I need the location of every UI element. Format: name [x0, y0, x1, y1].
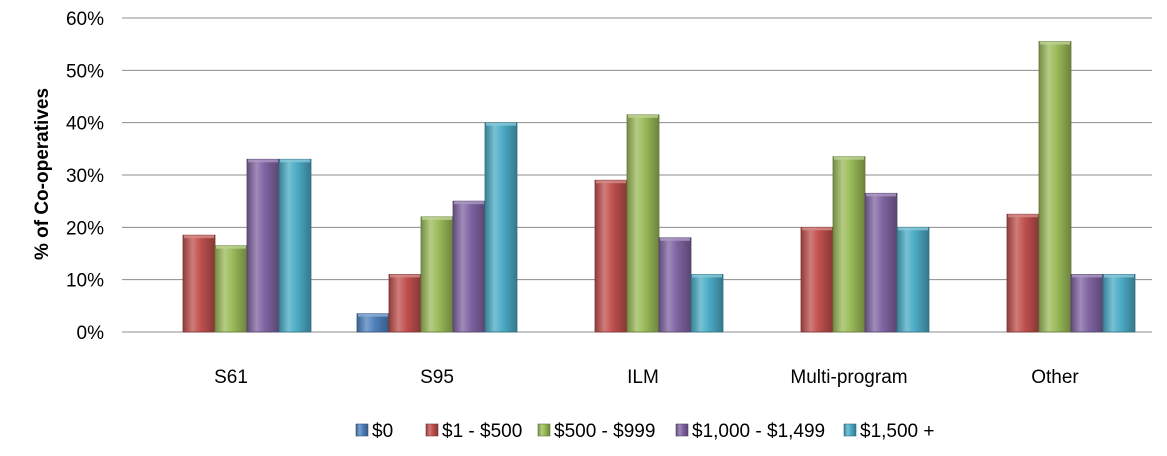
legend-label: $1 - $500 — [442, 421, 522, 442]
bar — [1038, 41, 1072, 333]
x-tick-label: S61 — [214, 367, 248, 388]
x-tick-label: Other — [1031, 367, 1079, 388]
bar — [658, 237, 692, 333]
bar — [690, 274, 724, 333]
legend-swatch — [675, 423, 689, 437]
y-tick-label: 30% — [66, 166, 104, 187]
legend-swatch — [425, 423, 439, 437]
legend-label: $1,500 + — [860, 421, 935, 442]
legend-item: $1 - $500 — [425, 421, 522, 442]
x-tick-label: Multi-program — [790, 367, 907, 388]
bar — [864, 192, 898, 333]
bar — [1070, 274, 1104, 333]
legend-item: $1,500 + — [843, 421, 935, 442]
legend-swatch — [355, 423, 369, 437]
bar — [182, 234, 216, 333]
bar — [420, 216, 454, 333]
bar — [594, 179, 628, 333]
x-axis-ticks: S61 S95 ILM Multi-program Other — [214, 367, 1079, 388]
y-tick-label: 40% — [66, 114, 104, 135]
y-axis-label: % of Co-operatives — [32, 88, 53, 260]
legend-swatch — [537, 423, 551, 437]
y-tick-label: 10% — [66, 271, 104, 292]
legend-item: $0 — [355, 421, 393, 442]
bar — [452, 200, 486, 333]
bar — [214, 245, 248, 333]
bar — [896, 226, 930, 333]
bar — [246, 158, 280, 333]
y-tick-label: 0% — [77, 323, 105, 344]
bar — [278, 158, 312, 333]
x-tick-label: S95 — [420, 367, 454, 388]
bar — [1006, 213, 1040, 333]
bars — [182, 41, 1136, 333]
bar — [626, 114, 660, 333]
legend: $0 $1 - $500 $500 - $999 $1,000 - $1,499 $1,… — [355, 421, 935, 442]
y-axis-ticks: 0% 10% 20% 30% 40% 50% 60% — [66, 9, 104, 344]
legend-label: $0 — [372, 421, 393, 442]
legend-label: $500 - $999 — [554, 421, 655, 442]
y-tick-label: 60% — [66, 9, 104, 30]
legend-item: $1,000 - $1,499 — [675, 421, 825, 442]
bar — [484, 122, 518, 333]
y-tick-label: 50% — [66, 61, 104, 82]
legend-label: $1,000 - $1,499 — [692, 421, 825, 442]
x-tick-label: ILM — [627, 367, 659, 388]
y-tick-label: 20% — [66, 218, 104, 239]
bar — [832, 156, 866, 333]
bar — [388, 274, 422, 333]
legend-swatch — [843, 423, 857, 437]
bar — [1102, 274, 1136, 333]
bar — [800, 226, 834, 333]
legend-item: $500 - $999 — [537, 421, 655, 442]
